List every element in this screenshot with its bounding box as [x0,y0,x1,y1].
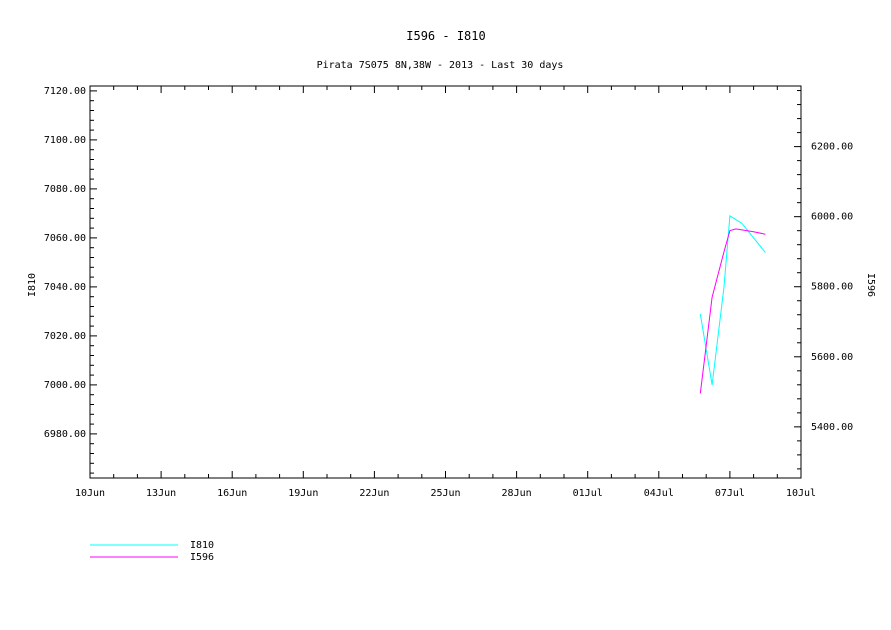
x-tick-label: 28Jun [502,488,532,499]
left-tick-label: 7080.00 [44,184,86,195]
left-tick-label: 7100.00 [44,135,86,146]
right-tick-label: 5400.00 [811,422,853,433]
x-tick-label: 19Jun [288,488,318,499]
legend-label-i596: I596 [190,552,214,563]
legend-label-i810: I810 [190,540,214,551]
series-line-i810 [699,215,766,385]
left-tick-label: 6980.00 [44,429,86,440]
right-tick-label: 6200.00 [811,142,853,153]
chart-title: I596 - I810 [406,29,485,43]
left-axis-label: I810 [27,273,38,297]
plot-frame [89,85,802,479]
x-tick-label: 13Jun [146,488,176,499]
x-tick-label: 01Jul [573,488,603,499]
x-tick-label: 10Jun [75,488,105,499]
right-tick-label: 5600.00 [811,352,853,363]
right-axis-label: I596 [865,273,876,297]
x-tick-label: 25Jun [430,488,460,499]
left-tick-label: 7040.00 [44,282,86,293]
left-tick-label: 7120.00 [44,86,86,97]
x-tick-label: 10Jul [786,488,816,499]
x-tick-label: 04Jul [644,488,674,499]
left-tick-label: 7000.00 [44,380,86,391]
series-group [699,215,766,394]
right-tick-label: 5800.00 [811,282,853,293]
left-tick-label: 7060.00 [44,233,86,244]
x-tick-label: 07Jul [715,488,745,499]
chart-subtitle: Pirata 7S075 8N,38W - 2013 - Last 30 day… [317,60,564,71]
x-tick-label: 22Jun [359,488,389,499]
series-line-i596 [699,228,766,394]
left-tick-label: 7020.00 [44,331,86,342]
x-tick-label: 16Jun [217,488,247,499]
right-tick-label: 6000.00 [811,212,853,223]
axis-ticks: 10Jun 13Jun 16Jun 19Jun 22Jun 25Jun 28Jun 01Jul… [44,86,853,499]
